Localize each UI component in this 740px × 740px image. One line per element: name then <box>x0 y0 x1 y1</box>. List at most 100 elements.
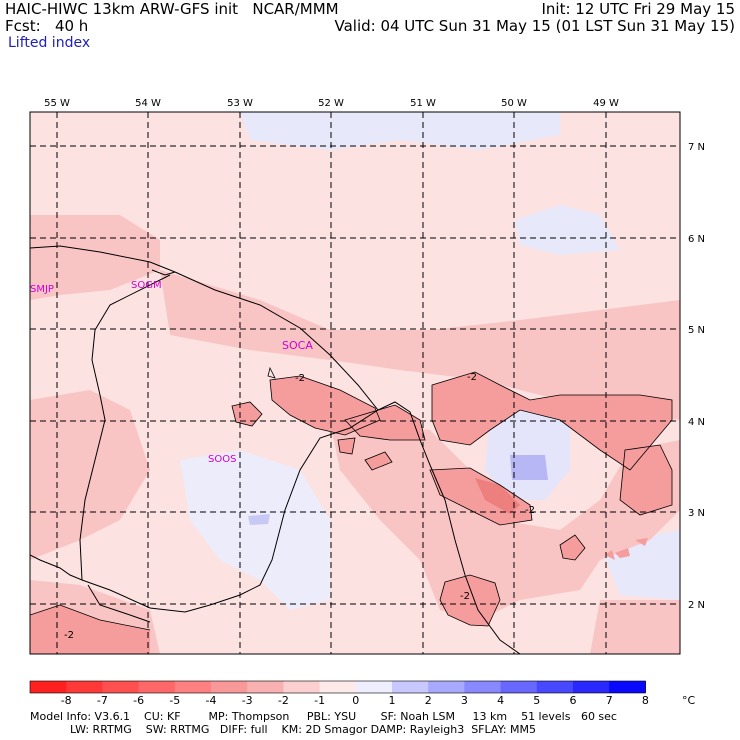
station-smjp: SMJP <box>30 284 54 295</box>
field-core-coast <box>30 605 150 654</box>
colorbar-tick-label: 0 <box>352 694 359 707</box>
forecast-label-text: Fcst: <box>5 17 41 35</box>
valid-time: Valid: 04 UTC Sun 31 May 15 (01 LST Sun … <box>334 17 735 35</box>
colorbar-tick-label: -3 <box>242 694 253 707</box>
field-blue-ne <box>515 205 620 255</box>
colorbar: -8 -7 -6 -5 -4 -3 -2 -1 0 1 2 3 4 5 6 7 8 °C <box>29 680 696 707</box>
lat-label: 3 N <box>688 508 705 519</box>
lon-label: 49 W <box>593 98 619 109</box>
contour-west <box>269 375 381 436</box>
field-deep-core <box>475 478 520 514</box>
field-blue-spot <box>248 514 270 525</box>
forecast-hour: 40 h <box>54 17 89 35</box>
contour-e2 <box>619 444 673 516</box>
colorbar-tick-label: 5 <box>533 694 540 707</box>
colorbar-tick-label: -4 <box>206 694 217 707</box>
contour-label: -2 <box>64 630 74 641</box>
colorbar-swatch <box>66 681 103 693</box>
colorbar-swatch <box>247 681 284 693</box>
field-blue-center <box>485 405 570 500</box>
colorbar-tick-label: 3 <box>461 694 468 707</box>
field-core-e2 <box>620 445 672 515</box>
lat-label: 4 N <box>688 417 705 428</box>
colorbar-swatch <box>355 681 393 693</box>
contour-tiny <box>267 366 276 379</box>
field-pink-nw <box>30 215 160 300</box>
lon-label: 51 W <box>410 98 436 109</box>
colorbar-swatch <box>464 681 502 693</box>
station-soca: SOCA <box>282 339 313 352</box>
colorbar-tick-label: -6 <box>133 694 144 707</box>
init-time: Init: 12 UTC Fri 29 May 15 <box>541 0 735 18</box>
lon-label: 54 W <box>135 98 161 109</box>
colorbar-tick-label: -7 <box>97 694 108 707</box>
field-pink-band <box>160 270 680 420</box>
graticule <box>30 112 680 654</box>
colorbar-tick-label: 7 <box>606 694 613 707</box>
colorbar-swatch <box>609 681 646 693</box>
lon-labels: 55 W 54 W 53 W 52 W 51 W 50 W 49 W <box>44 98 619 109</box>
lat-label: 6 N <box>688 234 705 245</box>
contour-label: -2 <box>295 373 305 384</box>
contour-label: -2 <box>460 591 470 602</box>
contour-mid <box>344 404 426 441</box>
model-title: HAIC-HIWC 13km ARW-GFS init NCAR/MMM <box>5 0 339 18</box>
field-core-mid <box>345 405 425 440</box>
lat-label: 7 N <box>688 142 705 153</box>
contour-label: -2 <box>525 505 535 516</box>
suriname-guiana-border <box>30 274 171 581</box>
lat-labels: 7 N 6 N 5 N 4 N 3 N 2 N <box>688 142 705 611</box>
contour-small5 <box>364 451 393 471</box>
stations: SMJP SOGM SOCA SOOS <box>30 280 313 465</box>
colorbar-tick-label: 8 <box>642 694 649 707</box>
lon-label: 50 W <box>501 98 527 109</box>
footer-line-2: LW: RRTMG SW: RRTMG DIFF: full KM: 2D Sm… <box>70 723 536 736</box>
field-core-small2 <box>605 550 615 560</box>
field-core-small4 <box>635 538 648 546</box>
lat-label: 5 N <box>688 325 705 336</box>
contour-label: -2 <box>467 372 477 383</box>
colorbar-tick-label: -1 <box>314 694 325 707</box>
colorbar-swatch <box>500 681 538 693</box>
contours <box>30 366 673 631</box>
lon-label: 52 W <box>318 98 344 109</box>
river-border <box>87 584 151 623</box>
colorbar-frame <box>29 680 646 694</box>
forecast-label: Fcst: 40 h <box>5 18 88 34</box>
colorbar-tick-label: -5 <box>169 694 180 707</box>
colorbar-swatch <box>392 681 429 693</box>
colorbar-swatch <box>319 681 357 693</box>
contour-small1 <box>559 534 586 561</box>
footer-line-1: Model Info: V3.6.1 CU: KF MP: Thompson P… <box>30 710 617 723</box>
field-core-small5 <box>365 452 392 470</box>
field-core-east <box>432 372 672 470</box>
field-pink-se <box>590 600 680 654</box>
field-name: Lifted index <box>8 35 91 51</box>
colorbar-swatch <box>283 681 321 693</box>
station-soos: SOOS <box>208 454 236 465</box>
shaded-field <box>30 112 680 654</box>
field-pink-west <box>30 390 150 560</box>
colorbar-swatch <box>211 681 248 693</box>
boundaries <box>30 245 521 654</box>
guiana-brazil-border <box>81 409 379 613</box>
colorbar-tick-label: 6 <box>570 694 577 707</box>
colorbar-tick-label: 2 <box>425 694 432 707</box>
border-segment <box>151 269 176 276</box>
colorbar-tick-label: 1 <box>389 694 396 707</box>
colorbar-swatch <box>30 681 67 693</box>
contour-w2 <box>231 401 263 427</box>
colorbar-swatch <box>138 681 176 693</box>
colorbar-unit: °C <box>682 694 696 707</box>
field-pink-central <box>330 420 680 620</box>
colorbar-swatch <box>428 681 465 693</box>
plot-frame <box>29 111 681 655</box>
colorbar-swatch <box>102 681 140 693</box>
colorbar-tick-label: -2 <box>278 694 289 707</box>
field-blue-core <box>510 455 548 480</box>
contour-east <box>431 371 673 471</box>
station-sogm: SOGM <box>131 280 162 291</box>
contour-coast <box>30 604 151 631</box>
contour-river <box>439 574 501 627</box>
